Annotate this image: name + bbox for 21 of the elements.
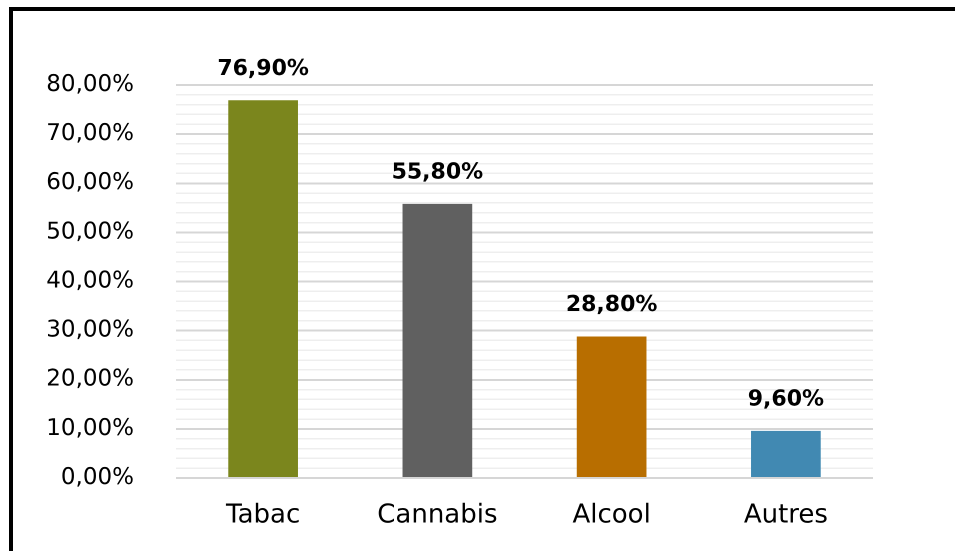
bar bbox=[402, 204, 472, 477]
x-tick-label: Alcool bbox=[572, 499, 651, 530]
y-tick-label: 20,00% bbox=[46, 366, 134, 392]
bar bbox=[576, 336, 646, 477]
bar bbox=[228, 100, 298, 477]
x-tick-label: Tabac bbox=[225, 499, 300, 530]
x-tick-label: Cannabis bbox=[377, 499, 498, 530]
y-tick-label: 40,00% bbox=[46, 267, 134, 294]
y-tick-label: 30,00% bbox=[46, 316, 134, 343]
data-label: 9,60% bbox=[748, 386, 824, 412]
bar bbox=[751, 430, 821, 477]
data-label: 28,80% bbox=[566, 292, 658, 318]
y-tick-label: 60,00% bbox=[46, 169, 134, 196]
data-label: 76,90% bbox=[217, 56, 309, 81]
x-tick-label: Autres bbox=[744, 499, 828, 530]
y-tick-label: 70,00% bbox=[46, 120, 134, 146]
y-tick-label: 0,00% bbox=[60, 464, 134, 490]
y-tick-label: 10,00% bbox=[46, 414, 134, 441]
data-label: 55,80% bbox=[392, 160, 484, 185]
y-tick-label: 80,00% bbox=[46, 70, 134, 97]
y-tick-label: 50,00% bbox=[46, 218, 134, 244]
